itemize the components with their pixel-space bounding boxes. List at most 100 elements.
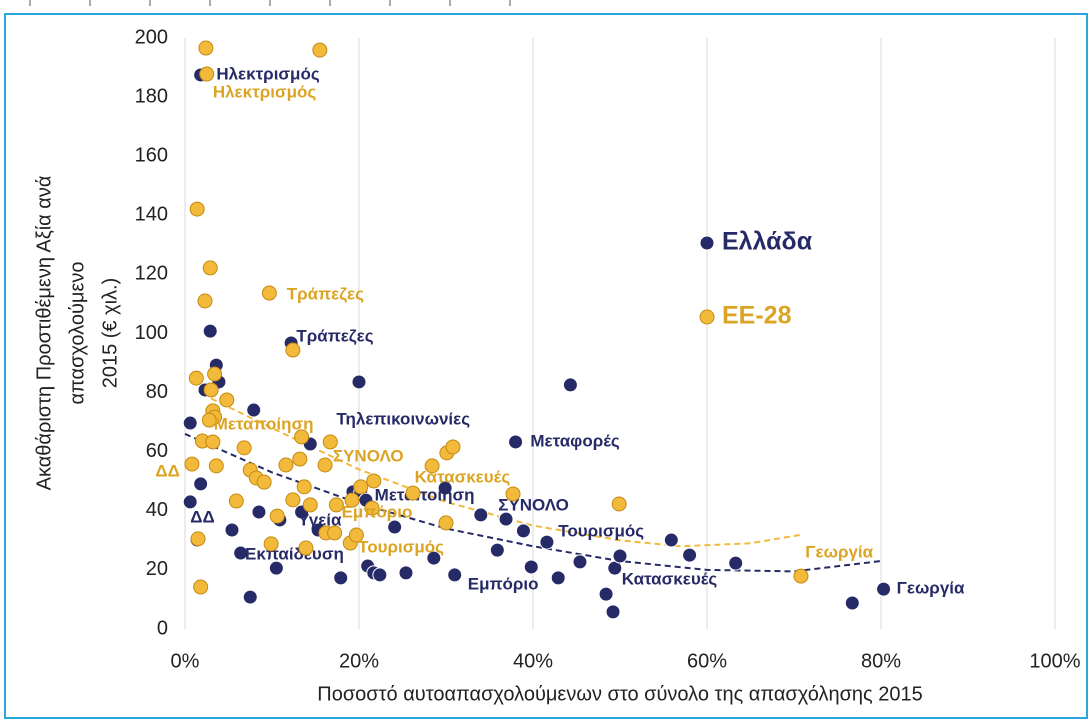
point xyxy=(682,547,698,563)
y-tick-label: 20 xyxy=(146,558,168,580)
y-tick-label: 40 xyxy=(146,499,168,521)
point-label: ΔΔ xyxy=(155,462,179,481)
point xyxy=(550,570,566,586)
point-label: Ηλεκτρισμός xyxy=(213,82,317,101)
x-tick-label: 40% xyxy=(513,650,553,672)
point xyxy=(285,492,301,508)
x-tick-label: 0% xyxy=(171,650,200,672)
point xyxy=(298,540,314,556)
point xyxy=(184,456,200,472)
point xyxy=(285,342,301,358)
y-axis-title: Ακαθάριστη Προστιθέμενη Αξία ανά xyxy=(33,176,55,491)
point xyxy=(236,440,252,456)
point xyxy=(278,457,294,473)
point xyxy=(372,567,388,583)
point xyxy=(198,40,214,56)
point xyxy=(263,536,279,552)
point xyxy=(562,377,578,393)
point-label: Τράπεζες xyxy=(287,285,364,304)
point xyxy=(447,567,463,583)
point-label: Μεταφορές xyxy=(530,431,620,450)
point xyxy=(251,504,267,520)
x-tick-label: 80% xyxy=(861,650,901,672)
point xyxy=(728,555,744,571)
point xyxy=(182,415,198,431)
point xyxy=(269,508,285,524)
legend-marker xyxy=(699,235,715,251)
point-label: ΔΔ xyxy=(190,507,214,526)
point xyxy=(242,589,258,605)
point xyxy=(224,522,240,538)
point xyxy=(333,570,349,586)
x-tick-label: 60% xyxy=(687,650,727,672)
point xyxy=(202,260,218,276)
y-tick-label: 80 xyxy=(146,381,168,403)
y-tick-label: 100 xyxy=(135,322,168,344)
point xyxy=(197,293,213,309)
point xyxy=(398,565,414,581)
y-tick-label: 0 xyxy=(157,617,168,639)
point xyxy=(219,392,235,408)
point-label: Εκπαίδευση xyxy=(245,545,344,564)
point xyxy=(268,560,284,576)
x-tick-label: 20% xyxy=(339,650,379,672)
point xyxy=(202,323,218,339)
point xyxy=(611,496,627,512)
y-tick-label: 60 xyxy=(146,440,168,462)
point-label: Τουρισμός xyxy=(558,522,644,541)
point xyxy=(523,559,539,575)
point xyxy=(598,586,614,602)
point xyxy=(193,476,209,492)
point xyxy=(207,366,223,382)
point xyxy=(473,507,489,523)
point xyxy=(572,554,588,570)
point-label: Γεωργία xyxy=(805,543,873,562)
point xyxy=(405,485,421,501)
point xyxy=(322,434,338,450)
point xyxy=(437,480,453,496)
point xyxy=(199,66,215,82)
point xyxy=(348,527,364,543)
point xyxy=(302,497,318,513)
point xyxy=(296,479,312,495)
point xyxy=(261,285,277,301)
point xyxy=(201,412,217,428)
trend-line xyxy=(210,397,803,548)
point xyxy=(353,479,369,495)
point xyxy=(190,531,206,547)
point xyxy=(317,457,333,473)
point xyxy=(205,434,221,450)
point-label: Κατασκευές xyxy=(622,569,718,588)
point xyxy=(424,458,440,474)
point xyxy=(426,550,442,566)
point xyxy=(445,439,461,455)
point-label: Γεωργία xyxy=(897,579,965,598)
point xyxy=(256,474,272,490)
point xyxy=(505,486,521,502)
point xyxy=(189,201,205,217)
y-tick-label: 120 xyxy=(135,263,168,285)
y-axis-title: απασχολούμενο xyxy=(66,261,88,404)
x-axis-title: Ποσοστό αυτοαπασχολούμενων στο σύνολο τη… xyxy=(317,683,922,705)
point xyxy=(605,604,621,620)
point xyxy=(508,434,524,450)
point-label: Εμπόριο xyxy=(468,574,539,593)
frame xyxy=(4,13,1088,719)
legend-label: ΕΕ-28 xyxy=(722,302,792,330)
x-tick-label: 100% xyxy=(1029,650,1080,672)
point xyxy=(193,579,209,595)
point xyxy=(328,497,344,513)
point-label: Μεταποίηση xyxy=(375,486,475,505)
y-axis-title: 2015 (€ χιλ.) xyxy=(99,278,121,389)
point-label: Τράπεζες xyxy=(296,327,373,346)
point xyxy=(366,473,382,489)
point-label: Ηλεκτρισμός xyxy=(216,64,320,83)
point-label: Τηλεπικοινωνίες xyxy=(336,410,470,429)
point xyxy=(489,542,505,558)
point xyxy=(793,568,809,584)
point xyxy=(294,429,310,445)
point xyxy=(498,511,514,527)
legend-marker xyxy=(699,309,715,325)
